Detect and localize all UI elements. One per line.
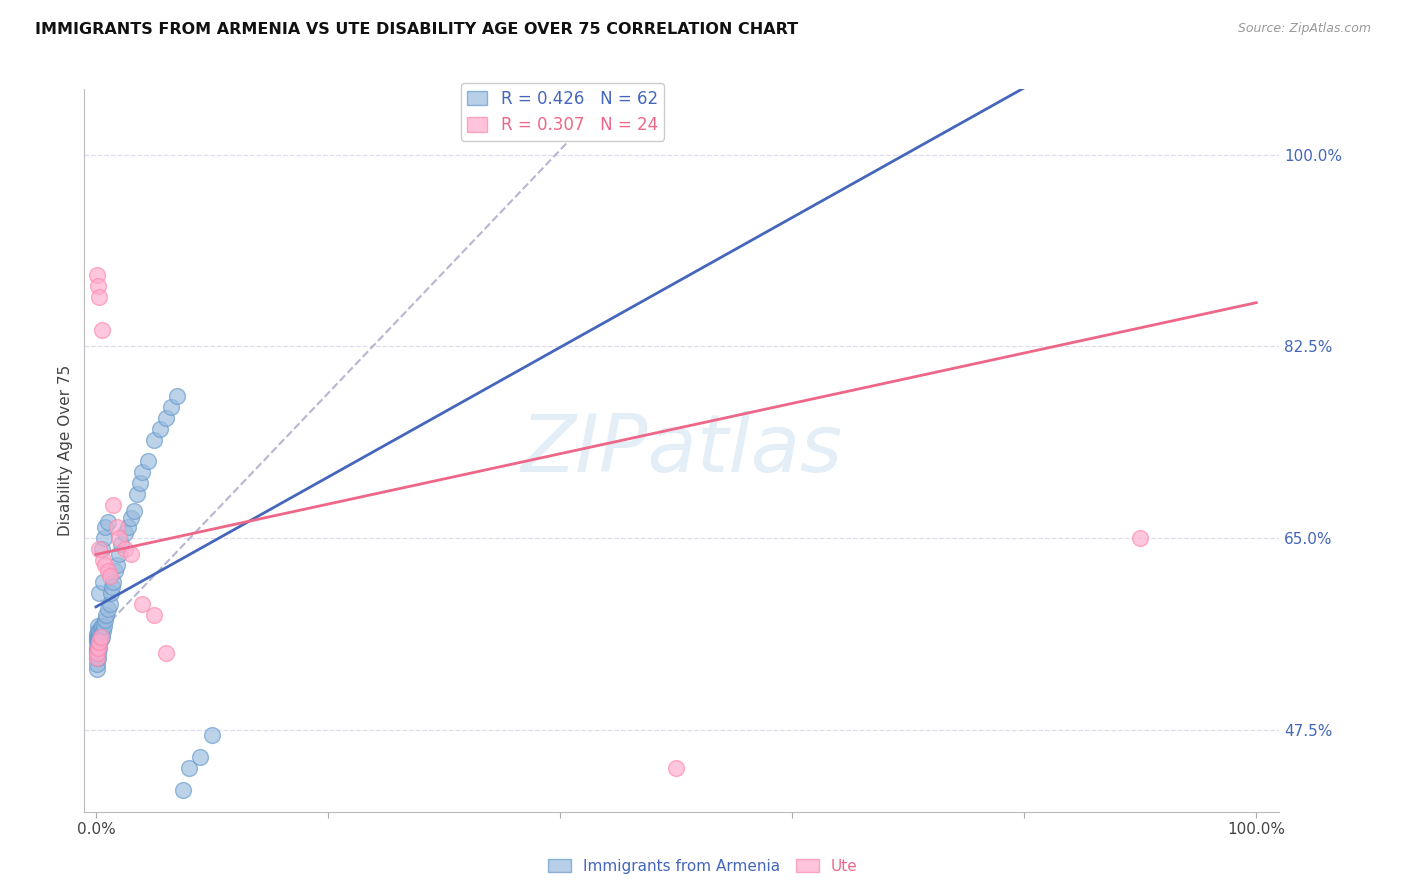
Point xyxy=(143,607,166,622)
Point xyxy=(89,635,111,649)
Point xyxy=(131,597,153,611)
Point xyxy=(90,626,112,640)
Point xyxy=(97,602,120,616)
Point xyxy=(155,646,177,660)
Point xyxy=(93,618,115,632)
Point xyxy=(93,531,115,545)
Point xyxy=(98,569,121,583)
Point xyxy=(172,782,194,797)
Point xyxy=(105,558,128,573)
Point xyxy=(86,268,108,283)
Point xyxy=(101,580,124,594)
Point xyxy=(87,646,110,660)
Point xyxy=(103,574,125,589)
Point xyxy=(110,536,132,550)
Point xyxy=(87,624,110,639)
Point xyxy=(86,630,108,644)
Legend: R = 0.426   N = 62, R = 0.307   N = 24: R = 0.426 N = 62, R = 0.307 N = 24 xyxy=(461,83,664,141)
Point xyxy=(177,761,200,775)
Point xyxy=(97,515,120,529)
Point xyxy=(114,541,136,556)
Point xyxy=(89,635,111,649)
Point xyxy=(105,520,128,534)
Text: Source: ZipAtlas.com: Source: ZipAtlas.com xyxy=(1237,22,1371,36)
Point xyxy=(86,662,108,676)
Point xyxy=(103,498,125,512)
Point xyxy=(201,728,224,742)
Point xyxy=(94,558,117,573)
Point xyxy=(87,635,110,649)
Point xyxy=(114,525,136,540)
Point xyxy=(90,632,112,646)
Point xyxy=(108,548,131,562)
Point xyxy=(100,586,122,600)
Y-axis label: Disability Age Over 75: Disability Age Over 75 xyxy=(58,365,73,536)
Point xyxy=(90,621,112,635)
Point xyxy=(91,553,114,567)
Point xyxy=(90,541,112,556)
Point xyxy=(86,657,108,671)
Point xyxy=(1129,531,1152,545)
Point xyxy=(87,651,110,665)
Point xyxy=(86,632,108,646)
Point xyxy=(91,624,114,639)
Point xyxy=(97,564,120,578)
Point xyxy=(89,290,111,304)
Point xyxy=(87,630,110,644)
Point xyxy=(122,503,145,517)
Point xyxy=(90,630,112,644)
Point xyxy=(190,750,212,764)
Point xyxy=(120,511,142,525)
Point xyxy=(87,618,110,632)
Point xyxy=(91,574,114,589)
Point xyxy=(86,651,108,665)
Point xyxy=(94,613,117,627)
Point xyxy=(136,454,159,468)
Point xyxy=(129,476,152,491)
Point xyxy=(90,618,112,632)
Point xyxy=(94,520,117,534)
Point xyxy=(160,400,183,414)
Point xyxy=(665,761,688,775)
Point xyxy=(86,635,108,649)
Point xyxy=(143,433,166,447)
Point xyxy=(98,597,121,611)
Point xyxy=(117,520,139,534)
Point xyxy=(125,487,148,501)
Point xyxy=(86,640,108,655)
Point xyxy=(87,640,110,655)
Point xyxy=(89,586,111,600)
Text: IMMIGRANTS FROM ARMENIA VS UTE DISABILITY AGE OVER 75 CORRELATION CHART: IMMIGRANTS FROM ARMENIA VS UTE DISABILIT… xyxy=(35,22,799,37)
Point xyxy=(89,630,111,644)
Point xyxy=(103,564,125,578)
Point xyxy=(166,389,188,403)
Point xyxy=(155,410,177,425)
Point xyxy=(89,640,111,655)
Point xyxy=(89,541,111,556)
Point xyxy=(96,607,118,622)
Point xyxy=(87,279,110,293)
Point xyxy=(86,651,108,665)
Legend: Immigrants from Armenia, Ute: Immigrants from Armenia, Ute xyxy=(543,853,863,880)
Point xyxy=(90,323,112,337)
Point xyxy=(131,466,153,480)
Point xyxy=(120,548,142,562)
Point xyxy=(90,630,112,644)
Point xyxy=(89,624,111,639)
Point xyxy=(86,627,108,641)
Point xyxy=(86,646,108,660)
Point xyxy=(149,421,172,435)
Point xyxy=(87,640,110,655)
Point xyxy=(86,646,108,660)
Point xyxy=(86,642,108,657)
Point xyxy=(108,531,131,545)
Text: ZIPatlas: ZIPatlas xyxy=(520,411,844,490)
